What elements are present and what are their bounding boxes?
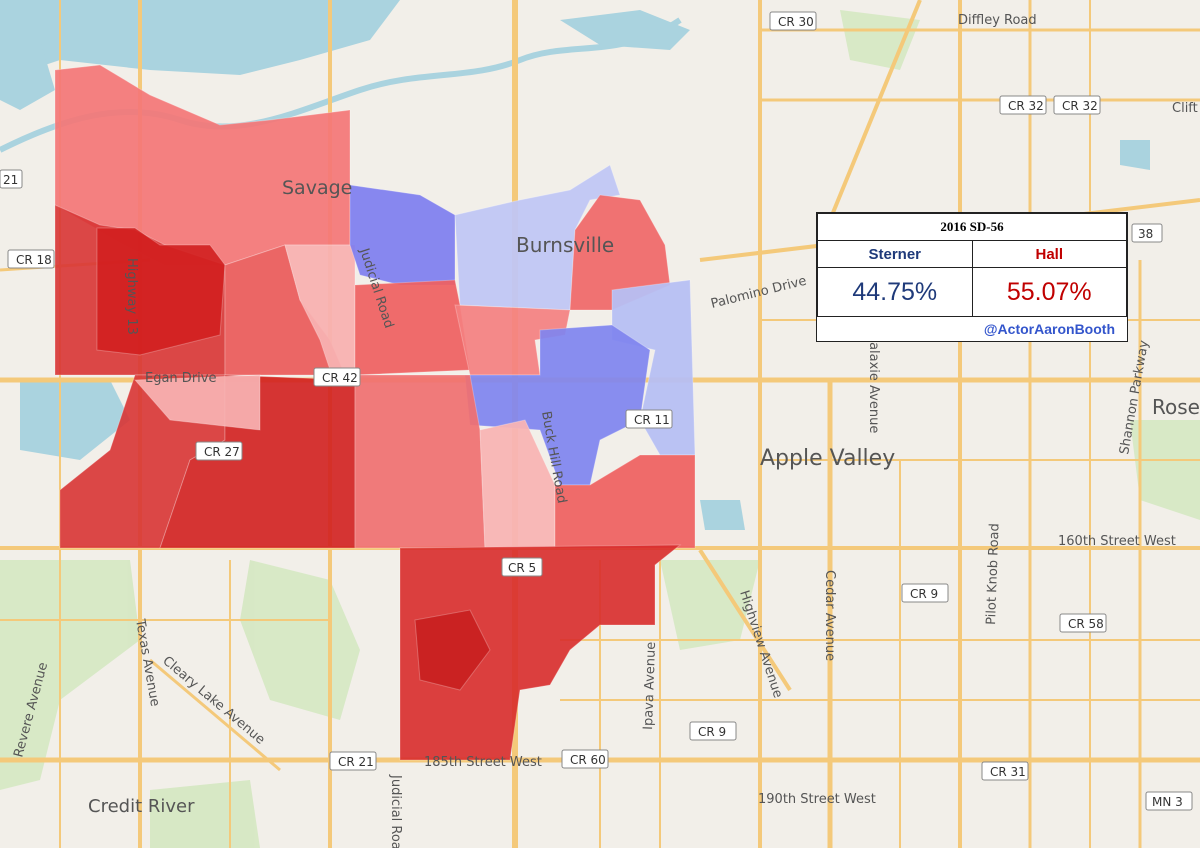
place-labels: Savage Burnsville Apple Valley Credit Ri…: [88, 177, 1200, 817]
shield-cr21b: CR 21: [329, 751, 377, 771]
svg-text:CR 42: CR 42: [322, 371, 358, 385]
svg-text:CR 32: CR 32: [1062, 99, 1098, 113]
precinct-layer: [54, 64, 696, 761]
place-label-apple-valley: Apple Valley: [760, 446, 895, 471]
svg-text:CR 31: CR 31: [990, 765, 1026, 779]
place-label-credit-river: Credit River: [88, 796, 195, 817]
shield-mn3: MN 3: [1145, 791, 1193, 811]
road-label-pilot-knob: Pilot Knob Road: [984, 523, 1003, 625]
road-label-judicial-south: Judicial Road: [388, 774, 403, 848]
road-label-diffley: Diffley Road: [958, 13, 1037, 28]
svg-text:CR 9: CR 9: [698, 725, 726, 739]
svg-text:CR 11: CR 11: [634, 413, 670, 427]
results-table: 2016 SD-56 Sterner Hall 44.75% 55.07%: [817, 213, 1127, 317]
svg-text:CR 27: CR 27: [204, 445, 240, 459]
road-label-185th: 185th Street West: [424, 755, 542, 770]
road-shields: CR 30 CR 32 CR 32 CR 18 21 38 CR 42 CR 2…: [0, 11, 1193, 811]
precinct: [354, 374, 486, 549]
shield-cr32a: CR 32: [999, 95, 1047, 115]
shield-cr60: CR 60: [561, 749, 609, 769]
svg-text:CR 18: CR 18: [16, 253, 52, 267]
precinct: [414, 609, 491, 691]
shield-38: 38: [1131, 223, 1163, 243]
svg-text:CR 58: CR 58: [1068, 617, 1104, 631]
credit-handle: @ActorAaronBooth: [983, 321, 1115, 337]
shield-cr31: CR 31: [981, 761, 1029, 781]
svg-text:CR 21: CR 21: [338, 755, 374, 769]
shield-cr32b: CR 32: [1053, 95, 1101, 115]
road-label-ipava: Ipava Avenue: [641, 642, 659, 731]
svg-text:CR 60: CR 60: [570, 753, 606, 767]
candidate-name-sterner: Sterner: [817, 240, 973, 268]
svg-text:CR 30: CR 30: [778, 15, 814, 29]
svg-text:CR 9: CR 9: [910, 587, 938, 601]
road-label-galaxie: Galaxie Avenue: [866, 332, 881, 433]
road-label-160th: 160th Street West: [1058, 534, 1176, 549]
shield-cr27: CR 27: [195, 441, 243, 461]
road-label-cedar: Cedar Avenue: [822, 570, 837, 661]
shield-cr11: CR 11: [625, 409, 673, 429]
road-label-190th: 190th Street West: [758, 792, 876, 807]
results-title: 2016 SD-56: [817, 213, 1127, 241]
road-label-clift: Clift: [1172, 101, 1198, 116]
svg-text:21: 21: [3, 173, 18, 187]
place-label-savage: Savage: [282, 177, 352, 199]
shield-cr9a: CR 9: [901, 583, 949, 603]
precinct: [569, 194, 671, 311]
road-label-egan: Egan Drive: [145, 371, 216, 386]
candidate-percent-sterner: 44.75%: [817, 267, 973, 317]
precinct: [96, 227, 226, 356]
place-label-burnsville: Burnsville: [516, 233, 614, 257]
shield-cr58: CR 58: [1059, 613, 1107, 633]
precinct: [399, 544, 682, 761]
candidate-percent-hall: 55.07%: [971, 267, 1127, 317]
results-box: 2016 SD-56 Sterner Hall 44.75% 55.07% @A…: [816, 212, 1128, 342]
shield-21: 21: [0, 169, 23, 189]
svg-text:38: 38: [1138, 227, 1153, 241]
shield-cr9b: CR 9: [689, 721, 737, 741]
svg-text:CR 32: CR 32: [1008, 99, 1044, 113]
shield-cr18: CR 18: [7, 249, 55, 269]
candidate-name-hall: Hall: [971, 240, 1127, 268]
place-label-rose: Rose: [1152, 395, 1200, 419]
shield-cr30: CR 30: [769, 11, 817, 31]
shield-cr5: CR 5: [501, 557, 543, 577]
shield-cr42: CR 42: [313, 367, 361, 387]
precinct: [133, 374, 261, 431]
svg-text:CR 5: CR 5: [508, 561, 536, 575]
road-label-highway-13: Highway 13: [124, 258, 139, 335]
svg-text:MN 3: MN 3: [1152, 795, 1183, 809]
water-bodies: [0, 0, 1150, 530]
